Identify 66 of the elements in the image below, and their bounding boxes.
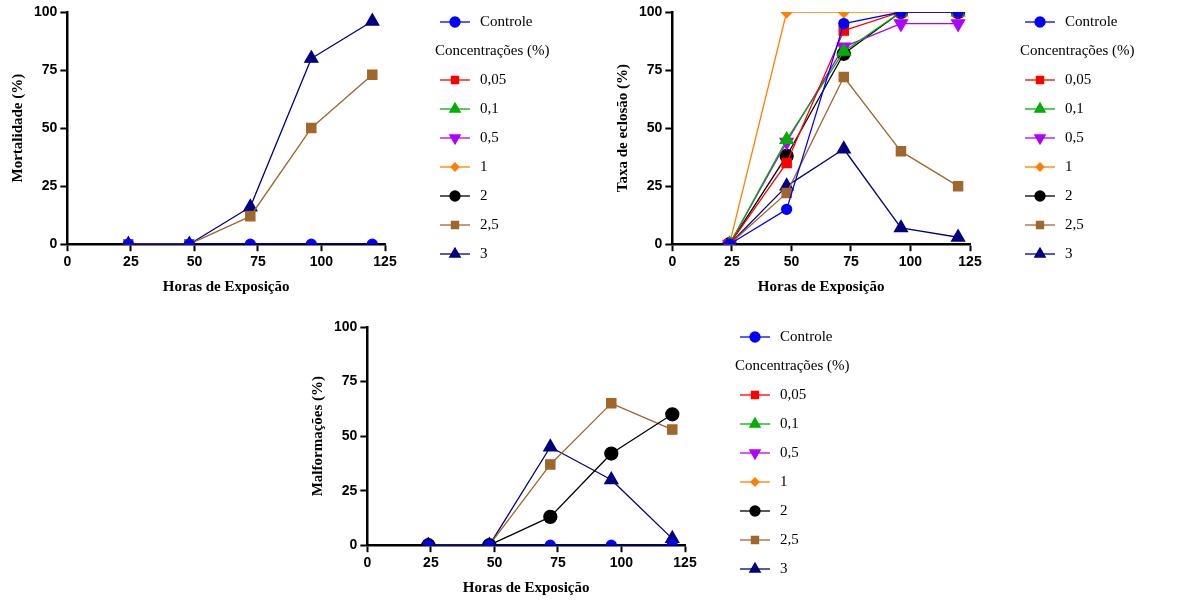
legend-label: 0,5 — [1065, 128, 1084, 145]
legend-label: 2 — [780, 501, 788, 518]
legend-label: 0,5 — [780, 443, 799, 460]
y-tick-label: 75 — [646, 60, 663, 77]
x-tick-label: 125 — [373, 253, 397, 270]
legend-label: 3 — [1065, 244, 1073, 261]
x-tick-label: 50 — [783, 253, 800, 270]
legend-title: Concentrações (%) — [435, 41, 550, 59]
x-tick-label: 25 — [123, 253, 139, 270]
legend-label: 2,5 — [1065, 215, 1084, 232]
y-tick-label: 75 — [41, 60, 58, 77]
x-tick-label: 25 — [724, 253, 740, 270]
legend-label: 2,5 — [780, 530, 799, 547]
legend-label: 1 — [780, 472, 788, 489]
x-tick-label: 25 — [423, 554, 439, 571]
x-tick-label: 100 — [609, 554, 634, 571]
legend-label: Controle — [1065, 12, 1118, 29]
x-tick-label: 75 — [250, 253, 266, 270]
x-tick-label: 100 — [898, 253, 923, 270]
x-axis-title: Horas de Exposição — [462, 578, 590, 595]
x-tick-label: 0 — [668, 253, 677, 270]
x-tick-label: 0 — [363, 554, 372, 571]
y-axis-title: Mortalidade (%) — [8, 73, 26, 183]
legend-label: 1 — [480, 157, 488, 174]
y-tick-label: 50 — [341, 426, 358, 443]
legend-label: 3 — [780, 559, 788, 576]
y-tick-label: 50 — [41, 118, 58, 135]
x-tick-label: 0 — [63, 253, 72, 270]
legend-label: 0,05 — [780, 385, 807, 402]
x-axis-title: Horas de Exposição — [162, 277, 290, 294]
legend-label: 0,1 — [1065, 99, 1084, 116]
legend-label: 0,5 — [480, 128, 499, 145]
y-axis-title: Malformações (%) — [308, 375, 326, 497]
y-tick-label: 100 — [639, 2, 663, 19]
y-axis-title: Taxa de eclosão (%) — [613, 64, 631, 193]
y-tick-label: 50 — [646, 118, 663, 135]
legend-title: Concentrações (%) — [1020, 41, 1135, 59]
y-tick-label: 0 — [349, 536, 358, 553]
x-tick-label: 50 — [186, 253, 203, 270]
y-tick-label: 75 — [341, 372, 358, 389]
x-tick-label: 75 — [843, 253, 859, 270]
legend-label: 0,1 — [480, 99, 499, 116]
legend-label: Controle — [480, 12, 533, 29]
y-tick-label: 25 — [646, 177, 663, 194]
legend-label: Controle — [780, 327, 833, 344]
legend-label: 1 — [1065, 157, 1073, 174]
legend-label: 0,05 — [1065, 70, 1092, 87]
y-tick-label: 0 — [654, 235, 663, 252]
y-tick-label: 100 — [334, 317, 358, 334]
legend-label: 2 — [480, 186, 488, 203]
legend-label: 2,5 — [480, 215, 499, 232]
x-tick-label: 125 — [958, 253, 982, 270]
x-tick-label: 125 — [673, 554, 697, 571]
y-tick-label: 25 — [341, 481, 358, 498]
x-tick-label: 75 — [550, 554, 566, 571]
x-axis-title: Horas de Exposição — [757, 277, 885, 294]
y-tick-label: 0 — [49, 235, 58, 252]
legend-label: 3 — [480, 244, 488, 261]
y-tick-label: 25 — [41, 177, 58, 194]
legend-label: 0,1 — [780, 414, 799, 431]
legend-title: Concentrações (%) — [735, 356, 850, 374]
legend-label: 0,05 — [480, 70, 507, 87]
legend-label: 2 — [1065, 186, 1073, 203]
y-tick-label: 100 — [34, 2, 58, 19]
x-tick-label: 100 — [309, 253, 334, 270]
x-tick-label: 50 — [486, 554, 503, 571]
